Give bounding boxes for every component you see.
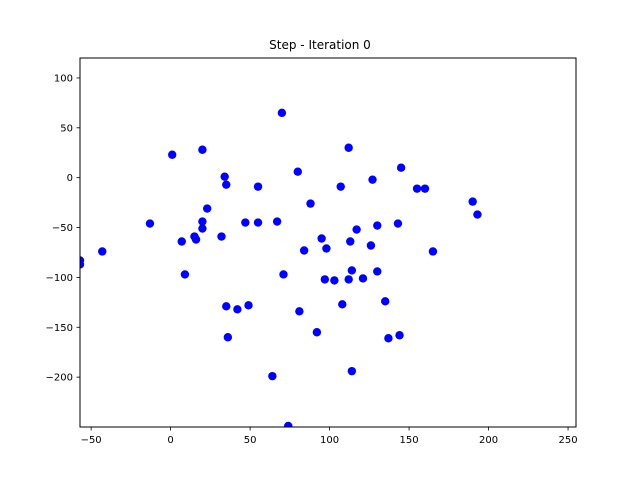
data-point (80, 260, 85, 269)
data-point (420, 184, 430, 193)
data-point (198, 145, 207, 154)
data-point (468, 197, 477, 206)
x-tick-label: 250 (559, 435, 578, 446)
data-point (366, 241, 376, 250)
data-point (396, 163, 406, 172)
data-point (381, 297, 390, 306)
y-tick-label: −100 (46, 273, 73, 284)
data-point (223, 333, 233, 342)
data-point (202, 204, 212, 213)
data-point (306, 199, 315, 208)
x-tick-label: 50 (244, 435, 257, 446)
data-point (347, 266, 357, 275)
data-point (168, 150, 177, 159)
data-point (322, 244, 331, 253)
data-point (373, 267, 382, 276)
data-point (198, 224, 207, 233)
y-tick-label: −50 (52, 223, 73, 234)
data-point (358, 274, 368, 283)
data-point (368, 175, 377, 184)
data-point (241, 218, 250, 227)
data-point (344, 143, 353, 152)
data-point (272, 217, 282, 226)
data-point (233, 305, 242, 314)
x-tick-label: 100 (320, 435, 339, 446)
data-point (347, 366, 357, 376)
data-point (284, 421, 293, 427)
plot-area (80, 108, 482, 427)
y-tick-label: 50 (60, 123, 73, 134)
data-point (373, 221, 382, 230)
data-point (217, 232, 226, 241)
data-point (412, 184, 422, 193)
x-tick-label: 150 (400, 435, 419, 446)
data-point (330, 276, 339, 285)
y-tick-label: 0 (67, 173, 73, 184)
data-point (253, 182, 263, 191)
data-point (244, 301, 253, 310)
data-point (352, 225, 361, 234)
data-point (295, 307, 304, 316)
chart-title: Step - Iteration 0 (269, 38, 371, 52)
data-point (338, 300, 347, 309)
data-point (277, 108, 287, 118)
data-point (198, 217, 207, 226)
data-point (293, 167, 302, 176)
data-point (344, 275, 353, 284)
data-point (220, 172, 229, 181)
x-tick-label: 0 (167, 435, 173, 446)
plot-frame (79, 57, 577, 428)
data-point (191, 235, 201, 244)
data-point (312, 328, 322, 337)
data-point (384, 334, 393, 343)
data-point (279, 270, 288, 279)
data-point (336, 182, 345, 191)
data-point (395, 331, 404, 340)
y-tick-label: 100 (54, 73, 73, 84)
data-point (320, 275, 330, 284)
data-point (473, 210, 482, 219)
x-axis: −50 0 50 100 150 200 250 (81, 427, 578, 446)
data-point (177, 237, 186, 246)
data-point (180, 270, 190, 279)
x-tick-label: −50 (81, 435, 102, 446)
data-point (145, 219, 155, 228)
data-point (268, 371, 277, 381)
data-point (98, 247, 107, 256)
y-tick-label: −200 (46, 373, 73, 384)
data-point (393, 219, 403, 228)
y-tick-label: −150 (46, 323, 73, 334)
y-axis: −200 −150 −100 −50 0 50 100 (46, 73, 80, 384)
data-point (253, 218, 263, 227)
data-point (346, 237, 355, 246)
data-point (299, 246, 309, 255)
x-tick-label: 200 (479, 435, 498, 446)
data-point (428, 247, 438, 256)
data-point (222, 180, 231, 189)
data-point (317, 234, 326, 243)
data-point (222, 302, 231, 311)
